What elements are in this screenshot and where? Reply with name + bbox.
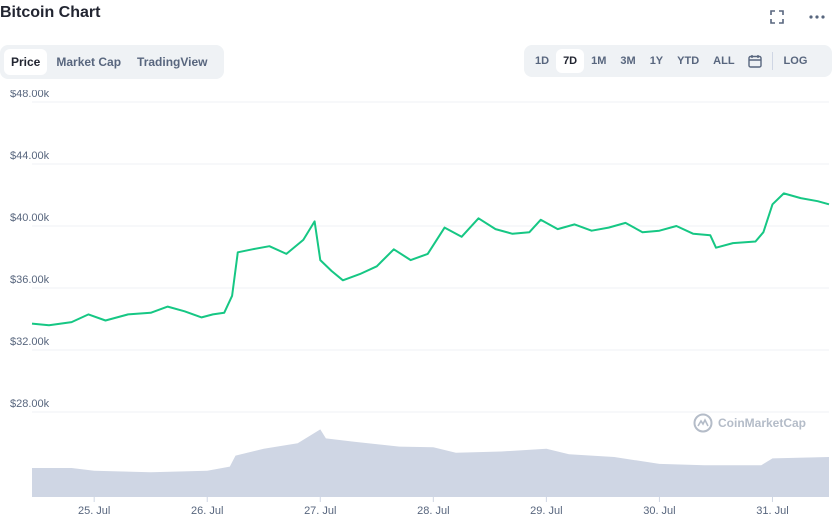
- coinmarketcap-logo-icon: [693, 413, 713, 433]
- tab-tradingview[interactable]: TradingView: [137, 55, 208, 69]
- x-tick-label: 27. Jul: [304, 505, 336, 517]
- time-range-selector: 1D 7D 1M 3M 1Y YTD ALL LOG: [524, 45, 832, 77]
- x-tick-label: 30. Jul: [643, 505, 675, 517]
- range-1d[interactable]: 1D: [535, 55, 550, 67]
- volume-area: [32, 429, 829, 497]
- fullscreen-icon[interactable]: [768, 8, 786, 26]
- x-tick-label: 26. Jul: [191, 505, 223, 517]
- x-tick-label: 29. Jul: [530, 505, 562, 517]
- x-tick-label: 28. Jul: [417, 505, 449, 517]
- log-toggle[interactable]: LOG: [783, 55, 808, 67]
- range-7d[interactable]: 7D: [556, 49, 585, 73]
- range-ytd[interactable]: YTD: [677, 55, 700, 67]
- y-tick-label: $28.00k: [10, 398, 50, 410]
- range-1m[interactable]: 1M: [591, 55, 607, 67]
- y-axis-labels: $28.00k $32.00k $36.00k $40.00k $44.00k $48.0…: [10, 90, 50, 410]
- y-tick-label: $32.00k: [10, 336, 50, 348]
- range-3m[interactable]: 3M: [620, 55, 636, 67]
- range-all[interactable]: ALL: [713, 55, 735, 67]
- more-dots-icon[interactable]: [808, 8, 826, 26]
- x-axis-labels: 25. Jul 26. Jul 27. Jul 28. Jul 29. Jul 30. J…: [78, 497, 789, 517]
- tab-price[interactable]: Price: [4, 49, 48, 75]
- range-divider: [771, 52, 773, 70]
- volume-shape: [32, 429, 829, 497]
- coinmarketcap-watermark: CoinMarketCap: [693, 413, 806, 433]
- price-series-line: [31, 192, 830, 327]
- y-tick-label: $36.00k: [10, 274, 50, 286]
- price-chart: $28.00k $32.00k $36.00k $40.00k $44.00k $48.0…: [10, 90, 830, 517]
- price-line: [31, 192, 830, 327]
- calendar-icon[interactable]: [742, 50, 768, 72]
- y-tick-label: $40.00k: [10, 212, 50, 224]
- x-tick-label: 25. Jul: [78, 505, 110, 517]
- chart-type-tabs: Price Market Cap TradingView: [0, 45, 224, 79]
- x-tick-label: 31. Jul: [756, 505, 788, 517]
- tab-market-cap[interactable]: Market Cap: [56, 55, 122, 69]
- top-icon-bar: [768, 8, 826, 26]
- y-tick-label: $48.00k: [10, 90, 50, 100]
- range-1y[interactable]: 1Y: [649, 55, 664, 67]
- y-tick-label: $44.00k: [10, 150, 50, 162]
- chart-grid: [32, 101, 829, 413]
- watermark-text: CoinMarketCap: [718, 416, 807, 430]
- chart-title: Bitcoin Chart: [0, 4, 101, 21]
